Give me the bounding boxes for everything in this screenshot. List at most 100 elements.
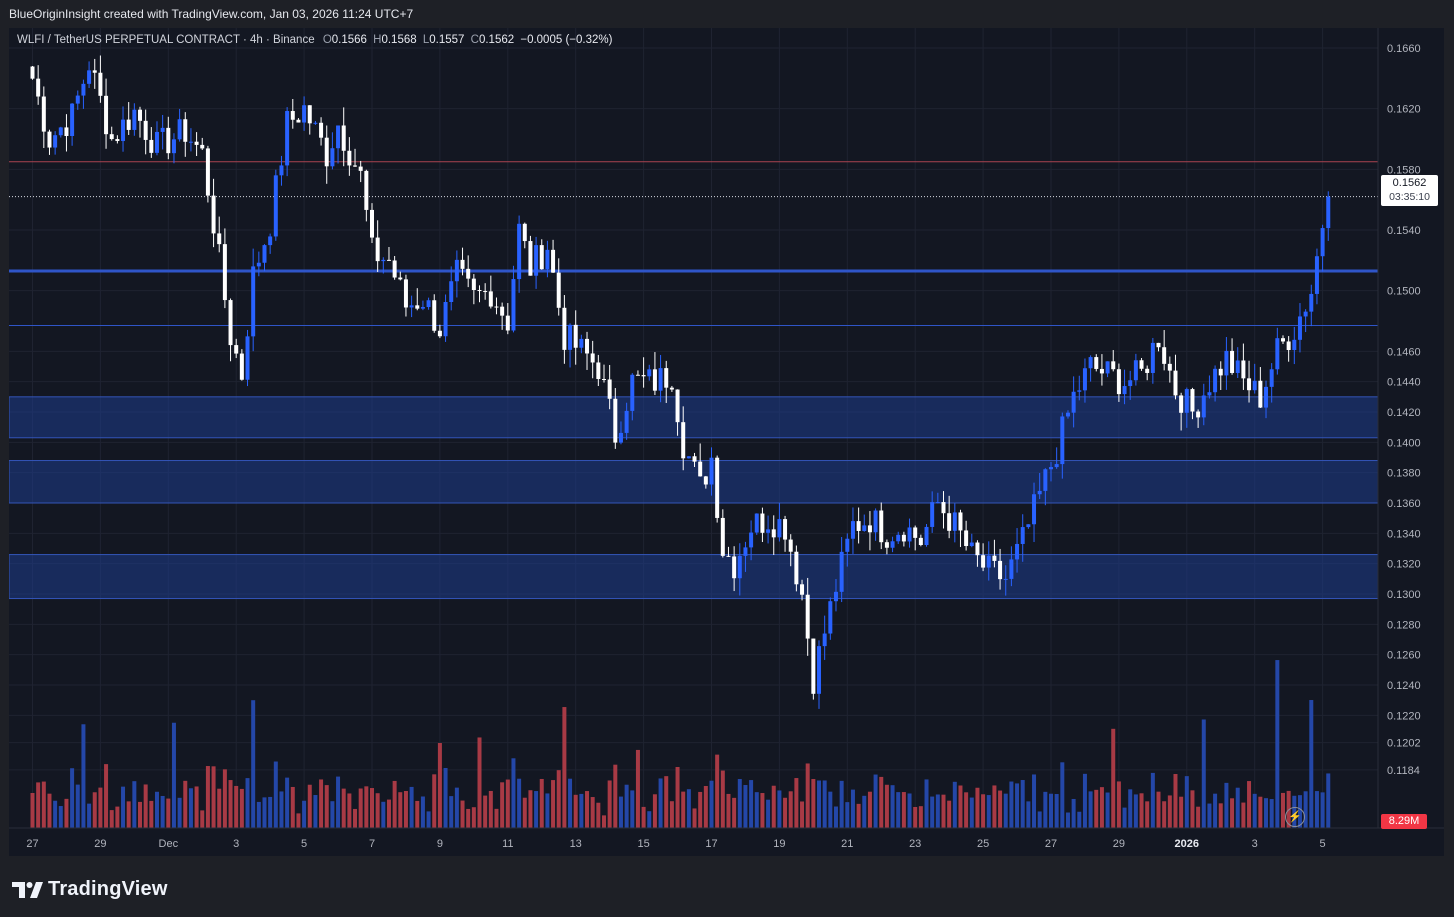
candle-body <box>551 249 556 273</box>
volume-bar <box>347 793 352 828</box>
candle <box>1218 361 1223 391</box>
volume-bar <box>426 811 431 828</box>
volume-bar <box>1094 789 1099 828</box>
candle-body <box>935 502 940 504</box>
candle-body <box>800 584 805 595</box>
price-tick-label: 0.1660 <box>1387 43 1421 55</box>
volume-bar <box>805 763 810 828</box>
candle <box>511 265 516 333</box>
candle-body <box>579 338 584 348</box>
close-label: C <box>470 34 479 46</box>
volume-bar <box>1020 780 1025 828</box>
volume-bar <box>800 801 805 828</box>
volume-bar <box>845 802 850 828</box>
candle-body <box>1314 256 1319 294</box>
candle-body <box>596 362 601 380</box>
candle <box>817 640 822 709</box>
candle-body <box>1309 293 1314 312</box>
volume-bar <box>1139 793 1144 828</box>
volume-bar <box>1320 792 1325 828</box>
volume-bar <box>749 780 754 828</box>
volume-bar <box>822 780 827 828</box>
candle-body <box>811 638 816 694</box>
candle <box>126 102 131 135</box>
candle-body <box>477 289 482 292</box>
volume-bar <box>777 790 782 828</box>
volume-bar <box>698 791 703 828</box>
volume-bar <box>811 779 816 828</box>
candle-body <box>1230 350 1235 373</box>
time-tick-label: 27 <box>1045 838 1057 850</box>
candle <box>466 255 471 288</box>
tradingview-logo[interactable]: TradingView <box>12 878 168 901</box>
volume-bar <box>166 798 171 828</box>
candle <box>833 579 838 612</box>
candle-body <box>686 456 691 459</box>
volume-bar <box>952 781 957 828</box>
volume-bar <box>1026 801 1031 828</box>
chart-area[interactable]: WLFI / TetherUS PERPETUAL CONTRACT · 4h … <box>9 28 1444 856</box>
volume-bar <box>618 796 623 828</box>
candle <box>771 515 776 555</box>
candle <box>1201 383 1206 426</box>
candle-body <box>358 166 363 171</box>
candle <box>1009 546 1014 587</box>
candle <box>104 78 109 149</box>
volume-badge: 8.29M <box>1381 814 1427 829</box>
candle-body <box>36 78 41 97</box>
candle-body <box>941 502 946 514</box>
candle <box>545 240 550 278</box>
candle <box>143 109 148 155</box>
volume-bar <box>104 764 109 828</box>
candle <box>856 507 861 544</box>
candle-body <box>873 510 878 533</box>
candle-body <box>777 519 782 538</box>
candle-body <box>1082 368 1087 391</box>
symbol-description[interactable]: WLFI / TetherUS PERPETUAL CONTRACT · 4h … <box>17 34 315 46</box>
candle <box>681 406 686 471</box>
candle <box>454 250 459 298</box>
close-value: 0.1562 <box>478 34 515 46</box>
candle-body <box>692 456 697 462</box>
candle-body <box>1201 395 1206 418</box>
candle-body <box>81 83 86 96</box>
volume-bar <box>1065 812 1070 828</box>
candle-body <box>647 369 652 377</box>
candle-body <box>92 70 97 73</box>
candle-body <box>364 170 369 210</box>
candle-body <box>766 529 771 533</box>
volume-bar <box>375 793 380 828</box>
time-tick-label: 5 <box>301 838 307 850</box>
price-tick-label: 0.1580 <box>1387 164 1421 176</box>
volume-bar <box>239 788 244 828</box>
candle <box>1309 284 1314 327</box>
volume-bar <box>1184 776 1189 828</box>
candlestick-chart[interactable]: 0.1660 0.1620 0.1580 0.1540 0.1500 0.1460 0.14… <box>9 28 1444 856</box>
volume-bar <box>703 786 708 828</box>
candle <box>1003 565 1008 596</box>
candle-body <box>1207 392 1212 396</box>
volume-bar <box>545 793 550 828</box>
volume-bar <box>1230 798 1235 828</box>
candle-body <box>534 245 539 276</box>
volume-bar <box>81 724 86 828</box>
volume-bar <box>901 792 906 828</box>
volume-bars <box>30 660 1331 828</box>
flash-icon[interactable]: ⚡ <box>1285 807 1305 827</box>
candle-body <box>409 305 414 308</box>
volume-bar <box>969 797 974 828</box>
volume-bar <box>766 799 771 828</box>
volume-bar <box>590 797 595 828</box>
candle-body <box>930 502 935 527</box>
candle <box>941 491 946 529</box>
candle-body <box>590 353 595 363</box>
volume-bar <box>1218 803 1223 828</box>
candle <box>992 539 997 568</box>
candle-body <box>884 542 889 548</box>
volume-bar <box>783 797 788 828</box>
candle-body <box>70 103 75 136</box>
candle <box>720 509 725 558</box>
candle-body <box>867 525 872 533</box>
support-zone-3 <box>9 554 1379 600</box>
candle-body <box>624 410 629 433</box>
